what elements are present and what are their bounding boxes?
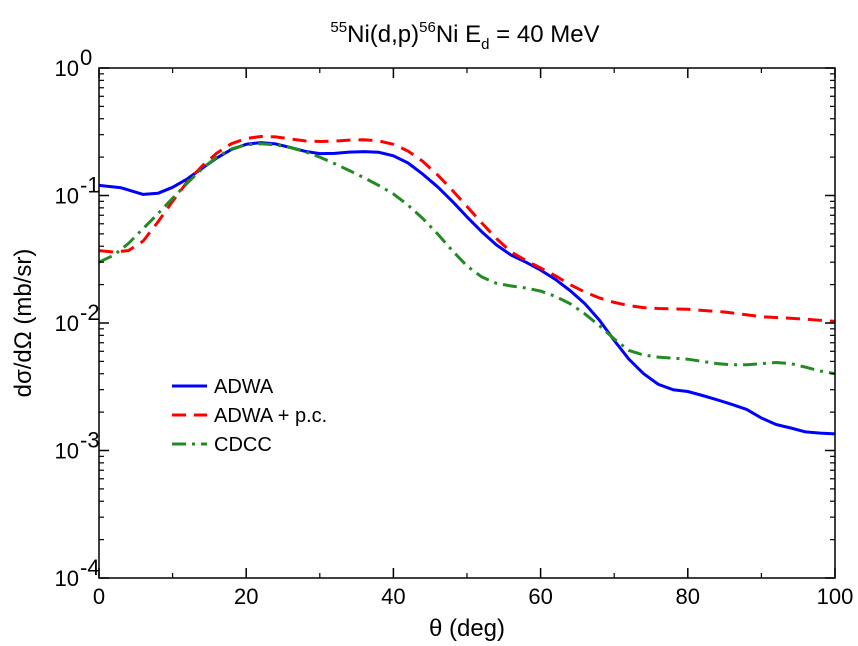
y-tick-label: 10	[55, 184, 79, 209]
series-line-1	[98, 135, 836, 323]
title-text-3: = 40 MeV	[490, 21, 600, 48]
series-line-0	[98, 141, 836, 436]
y-tick-base: 10	[55, 311, 79, 336]
plot-frame	[98, 67, 836, 579]
legend: ADWA ADWA + p.c. CDCC	[172, 376, 327, 456]
y-tick-base: 10	[55, 566, 79, 591]
x-axis-label: θ (deg)	[429, 615, 505, 642]
y-tick-exponent: -3	[80, 428, 100, 453]
y-tick-label: 10	[55, 56, 79, 81]
x-axis: 0 20 40 60 80 100	[93, 68, 853, 609]
y-tick-label: 10	[55, 566, 79, 591]
y-tick-label: 10	[55, 311, 79, 336]
series-line-2	[98, 142, 836, 376]
legend-label-1: ADWA + p.c.	[214, 405, 327, 427]
x-tick-label: 40	[381, 584, 405, 609]
y-tick-exponent: -2	[80, 300, 100, 325]
title-pre-superscript: 55	[330, 19, 347, 36]
plot-area	[98, 67, 836, 579]
y-tick-exponent: -1	[80, 173, 100, 198]
x-tick-label: 80	[676, 584, 700, 609]
x-tick-label: 100	[817, 584, 854, 609]
x-tick-label: 0	[93, 584, 105, 609]
y-tick-exponent: 0	[80, 45, 92, 70]
title-text-1: Ni(d,p)	[347, 21, 419, 48]
legend-label-2: CDCC	[214, 434, 272, 456]
y-tick-base: 10	[55, 439, 79, 464]
chart-title: 55Ni(d,p)56Ni Ed = 40 MeV	[330, 19, 599, 53]
x-tick-label: 20	[234, 584, 258, 609]
y-tick-base: 10	[55, 56, 79, 81]
legend-label-0: ADWA	[214, 376, 274, 398]
title-text-2: Ni E	[436, 21, 481, 48]
y-tick-exponent: -4	[80, 555, 100, 580]
title-mid-superscript: 56	[419, 19, 436, 36]
y-tick-base: 10	[55, 184, 79, 209]
title-subscript: d	[481, 36, 489, 53]
y-axis-label: dσ/dΩ (mb/sr)	[10, 249, 37, 398]
x-tick-label: 60	[528, 584, 552, 609]
y-tick-label: 10	[55, 439, 79, 464]
